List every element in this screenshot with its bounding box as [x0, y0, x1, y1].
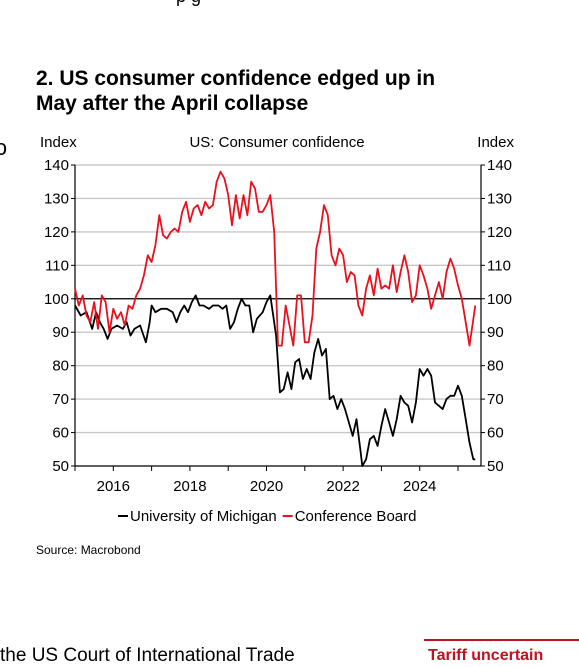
- consumer-confidence-chart: US: Consumer confidence Index Index 50 50…: [40, 134, 514, 525]
- callout-rule: [424, 639, 579, 641]
- right-axis-label: Index: [477, 134, 514, 151]
- x-tick-label: 2018: [173, 478, 206, 495]
- series-lines: [74, 170, 477, 467]
- y-tick-left-label: 80: [52, 358, 69, 375]
- y-tick-right-label: 90: [487, 324, 504, 341]
- chart-legend: University of Michigan Conference Board: [118, 508, 416, 525]
- x-tick-label: 2016: [97, 478, 130, 495]
- y-tick-left-label: 90: [52, 324, 69, 341]
- cut-off-top-text: p g: [176, 0, 201, 7]
- y-tick-right-label: 60: [487, 425, 504, 442]
- y-tick-right-label: 130: [487, 190, 512, 207]
- x-axis-ticks: 2016 2018 2020 2022 2024: [74, 466, 459, 495]
- y-tick-left-label: 120: [44, 224, 69, 241]
- y-tick-right-label: 80: [487, 358, 504, 375]
- y-tick-left-label: 50: [52, 458, 69, 475]
- x-tick-label: 2020: [250, 478, 283, 495]
- y-tick-right-label: 120: [487, 224, 512, 241]
- y-tick-left-label: 140: [44, 157, 69, 174]
- y-tick-left-label: 70: [52, 391, 69, 408]
- y-tick-right-label: 50: [487, 458, 504, 475]
- series-line-conference-board: [74, 170, 477, 347]
- y-axis-ticks: 50 50 60 60 70 70 80 80 90 90 100 100 110 110 120 120 13…: [44, 157, 512, 475]
- body-text-cut-off: the US Court of International Trade: [0, 645, 295, 666]
- legend-label: University of Michigan: [130, 508, 277, 525]
- y-tick-left-label: 130: [44, 190, 69, 207]
- figure-heading-line-1: 2. US consumer confidence edged up in: [36, 67, 436, 90]
- series-line-university-of-michigan: [74, 294, 476, 467]
- y-tick-right-label: 110: [487, 257, 511, 274]
- y-tick-left-label: 100: [44, 291, 69, 308]
- source-note: Source: Macrobond: [36, 543, 141, 557]
- chart-title: US: Consumer confidence: [189, 134, 364, 151]
- figure-heading-line-2: May after the April collapse: [36, 92, 309, 115]
- y-tick-right-label: 70: [487, 391, 504, 408]
- figure-heading: 2. US consumer confidence edged up in Ma…: [36, 66, 556, 116]
- side-callout-title: Tariff uncertain: [428, 647, 544, 664]
- gridlines: [74, 164, 482, 467]
- left-axis-label: Index: [40, 134, 77, 151]
- y-tick-left-label: 110: [45, 257, 69, 274]
- y-tick-left-label: 60: [52, 425, 69, 442]
- cut-off-left-glyph: ɔ: [0, 135, 7, 160]
- x-tick-label: 2022: [326, 478, 359, 495]
- y-tick-right-label: 100: [487, 291, 512, 308]
- x-tick-label: 2024: [403, 478, 436, 495]
- y-tick-right-label: 140: [487, 157, 512, 174]
- legend-label: Conference Board: [295, 508, 417, 525]
